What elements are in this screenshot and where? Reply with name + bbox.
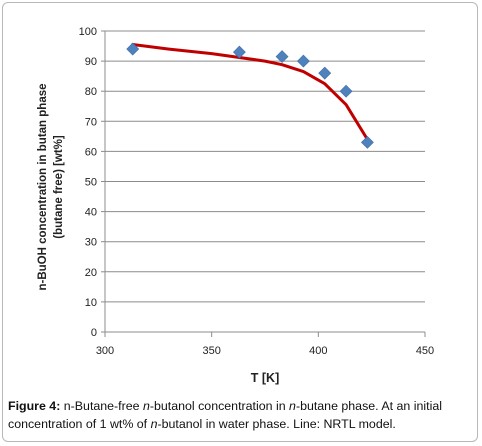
y-tick-label: 30 xyxy=(85,237,97,249)
y-tick-label: 90 xyxy=(85,56,97,68)
nrtl-model-line xyxy=(131,43,369,141)
caption-segment: n xyxy=(142,399,150,413)
caption-text: n-Butane-free n-butanol concentration in… xyxy=(8,399,442,431)
data-point xyxy=(126,42,140,56)
caption-segment: -butane phase. At an initial concentrati… xyxy=(8,399,442,431)
y-tick-label: 40 xyxy=(85,207,97,219)
y-tick-label: 0 xyxy=(91,327,97,339)
caption-segment: n xyxy=(150,417,158,431)
y-tick-label: 70 xyxy=(85,116,97,128)
y-tick-labels: 0 10 20 30 40 50 60 70 80 90 100 xyxy=(79,26,97,339)
caption-segment: n-Butane-free xyxy=(60,399,143,413)
data-point xyxy=(339,84,353,98)
x-tick-label: 350 xyxy=(202,345,220,357)
axes xyxy=(101,30,426,337)
x-axis-label: T [K] xyxy=(251,371,279,385)
data-point xyxy=(360,135,374,149)
chart: 0 10 20 30 40 50 60 70 80 90 100 300 350 400 450 T [K… xyxy=(37,26,434,385)
y-axis-label-line-1: n-BuOH concentration in butan phase xyxy=(37,83,49,290)
y-tick-label: 100 xyxy=(79,26,97,38)
data-point xyxy=(232,45,246,59)
x-tick-label: 450 xyxy=(416,345,434,357)
y-tick-label: 50 xyxy=(85,177,97,189)
y-tick-label: 60 xyxy=(85,146,97,158)
caption-segment: -butanol in water phase. Line: NRTL mode… xyxy=(157,417,396,431)
figure-frame xyxy=(2,2,478,442)
data-point xyxy=(318,66,332,80)
y-tick-label: 80 xyxy=(85,86,97,98)
x-tick-label: 300 xyxy=(96,345,114,357)
data-point xyxy=(296,54,310,68)
y-axis-label-line-2: (butane free) [wt%] xyxy=(53,135,65,239)
caption-segment: -butanol concentration in xyxy=(149,399,290,413)
caption-segment: n xyxy=(289,399,296,413)
grid xyxy=(105,30,425,303)
caption-label: Figure 4: xyxy=(8,399,61,413)
model-line xyxy=(131,43,369,141)
x-tick-label: 400 xyxy=(309,345,327,357)
figure-caption: Figure 4: n-Butane-free n-butanol concen… xyxy=(8,397,474,433)
x-tick-labels: 300 350 400 450 xyxy=(96,345,434,357)
data-point xyxy=(275,50,289,64)
y-tick-label: 10 xyxy=(85,297,97,309)
y-tick-label: 20 xyxy=(85,267,97,279)
data-points xyxy=(126,42,374,149)
